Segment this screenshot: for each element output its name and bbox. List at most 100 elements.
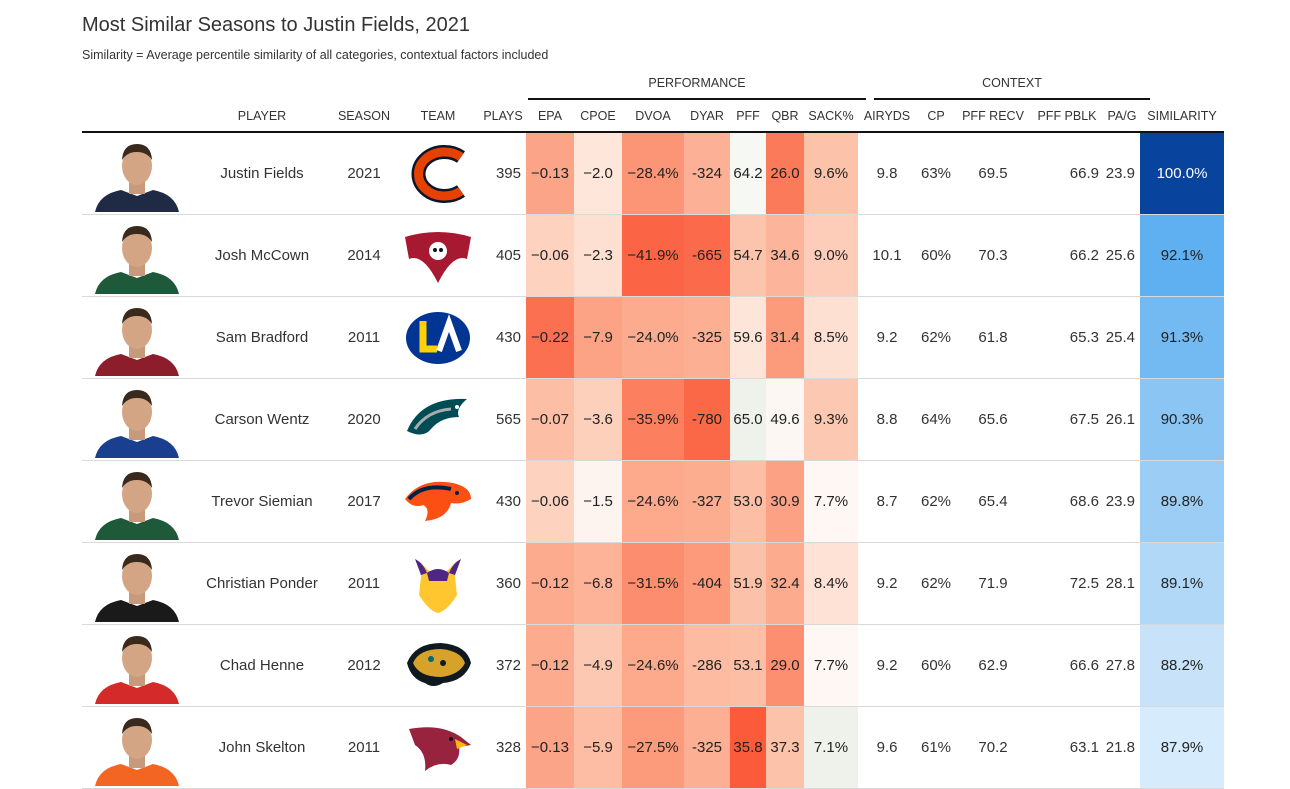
cpoe-cell: −3.6 (574, 378, 622, 461)
plays-cell: 430 (480, 460, 526, 543)
col-sack-header: SACK% (804, 100, 858, 133)
qbr-cell: 32.4 (766, 542, 804, 625)
col-cp-header: CP (916, 100, 956, 133)
player-photo (82, 296, 192, 379)
pffpblk-cell: 66.2 (1030, 214, 1104, 297)
col-epa-header: EPA (526, 100, 574, 133)
col-player-header: PLAYER (192, 100, 332, 133)
season-cell: 2020 (332, 378, 396, 461)
dyar-cell: -286 (684, 624, 730, 707)
pffpblk-cell: 65.3 (1030, 296, 1104, 379)
cpoe-cell: −1.5 (574, 460, 622, 543)
pffrecv-cell: 70.2 (956, 706, 1030, 789)
plays-cell: 328 (480, 706, 526, 789)
pff-cell: 64.2 (730, 132, 766, 215)
similarity-cell: 88.2% (1140, 624, 1224, 707)
col-similarity-header: SIMILARITY (1140, 100, 1224, 133)
col-cpoe-header: CPOE (574, 100, 622, 133)
plays-cell: 395 (480, 132, 526, 215)
pff-cell: 65.0 (730, 378, 766, 461)
player-name-cell: Chad Henne (192, 624, 332, 707)
dvoa-cell: −27.5% (622, 706, 684, 789)
similarity-cell: 87.9% (1140, 706, 1224, 789)
chicago-bears-logo-icon (411, 144, 465, 203)
team-logo-cell (396, 296, 480, 379)
player-name-cell: Josh McCown (192, 214, 332, 297)
player-name-cell: John Skelton (192, 706, 332, 789)
table-header-row: PLAYER SEASON TEAM PLAYS EPA CPOE DVOA D… (82, 100, 1224, 133)
sack-cell: 7.7% (804, 624, 858, 707)
similarity-cell: 89.1% (1140, 542, 1224, 625)
qbr-cell: 37.3 (766, 706, 804, 789)
season-cell: 2021 (332, 132, 396, 215)
col-dvoa-header: DVOA (622, 100, 684, 133)
col-airyds-header: AIRYDS (858, 100, 916, 133)
group-underline-performance (528, 98, 866, 100)
cpoe-cell: −2.0 (574, 132, 622, 215)
epa-cell: −0.22 (526, 296, 574, 379)
player-headshot-image (95, 225, 179, 294)
col-team-header: TEAM (396, 100, 480, 133)
cp-cell: 60% (916, 624, 956, 707)
dyar-cell: -780 (684, 378, 730, 461)
col-pffpblk-header: PFF PBLK (1030, 100, 1104, 133)
sack-cell: 7.7% (804, 460, 858, 543)
pffpblk-cell: 68.6 (1030, 460, 1104, 543)
table-row: Sam Bradford 2011 430 −0.22 −7.9 −24.0% -325 59… (82, 296, 1224, 379)
similarity-cell: 100.0% (1140, 132, 1224, 215)
dvoa-cell: −24.0% (622, 296, 684, 379)
season-cell: 2011 (332, 296, 396, 379)
col-plays-header: PLAYS (480, 100, 526, 133)
dvoa-cell: −28.4% (622, 132, 684, 215)
pffrecv-cell: 69.5 (956, 132, 1030, 215)
col-pffrecv-header: PFF RECV (956, 100, 1030, 133)
airyds-cell: 9.8 (858, 132, 916, 215)
table-row: Justin Fields 2021 395 −0.13 −2.0 −28.4% -324 6… (82, 132, 1224, 215)
tampa-bay-buccaneers-logo-icon (405, 231, 471, 283)
cpoe-cell: −4.9 (574, 624, 622, 707)
similarity-cell: 91.3% (1140, 296, 1224, 379)
epa-cell: −0.06 (526, 460, 574, 543)
table-row: Carson Wentz 2020 565 −0.07 −3.6 −35.9% -780 65… (82, 378, 1224, 461)
epa-cell: −0.12 (526, 624, 574, 707)
airyds-cell: 9.2 (858, 296, 916, 379)
sack-cell: 8.4% (804, 542, 858, 625)
team-logo-cell (396, 542, 480, 625)
plays-cell: 405 (480, 214, 526, 297)
col-pag-header: PA/G (1104, 100, 1140, 133)
pffrecv-cell: 71.9 (956, 542, 1030, 625)
pffpblk-cell: 72.5 (1030, 542, 1104, 625)
page-title: Most Similar Seasons to Justin Fields, 2… (82, 14, 470, 36)
pag-cell: 27.8 (1104, 624, 1140, 707)
plays-cell: 360 (480, 542, 526, 625)
pag-cell: 23.9 (1104, 132, 1140, 215)
player-photo (82, 542, 192, 625)
cp-cell: 64% (916, 378, 956, 461)
qbr-cell: 26.0 (766, 132, 804, 215)
player-headshot-image (95, 553, 179, 622)
plays-cell: 565 (480, 378, 526, 461)
epa-cell: −0.06 (526, 214, 574, 297)
player-headshot-image (95, 143, 179, 212)
los-angeles-rams-logo-icon (406, 311, 470, 364)
page-subtitle: Similarity = Average percentile similari… (82, 48, 549, 62)
denver-broncos-logo-icon (405, 481, 471, 521)
pff-cell: 53.1 (730, 624, 766, 707)
group-header-context: CONTEXT (982, 76, 1042, 90)
dvoa-cell: −41.9% (622, 214, 684, 297)
epa-cell: −0.12 (526, 542, 574, 625)
similarity-cell: 92.1% (1140, 214, 1224, 297)
dvoa-cell: −24.6% (622, 624, 684, 707)
pffrecv-cell: 70.3 (956, 214, 1030, 297)
qbr-cell: 49.6 (766, 378, 804, 461)
sack-cell: 9.6% (804, 132, 858, 215)
sack-cell: 8.5% (804, 296, 858, 379)
player-name-cell: Justin Fields (192, 132, 332, 215)
player-photo (82, 214, 192, 297)
jacksonville-jaguars-logo-icon (407, 642, 471, 686)
player-headshot-image (95, 389, 179, 458)
cp-cell: 61% (916, 706, 956, 789)
pffpblk-cell: 67.5 (1030, 378, 1104, 461)
minnesota-vikings-logo-icon (415, 558, 461, 613)
cp-cell: 63% (916, 132, 956, 215)
